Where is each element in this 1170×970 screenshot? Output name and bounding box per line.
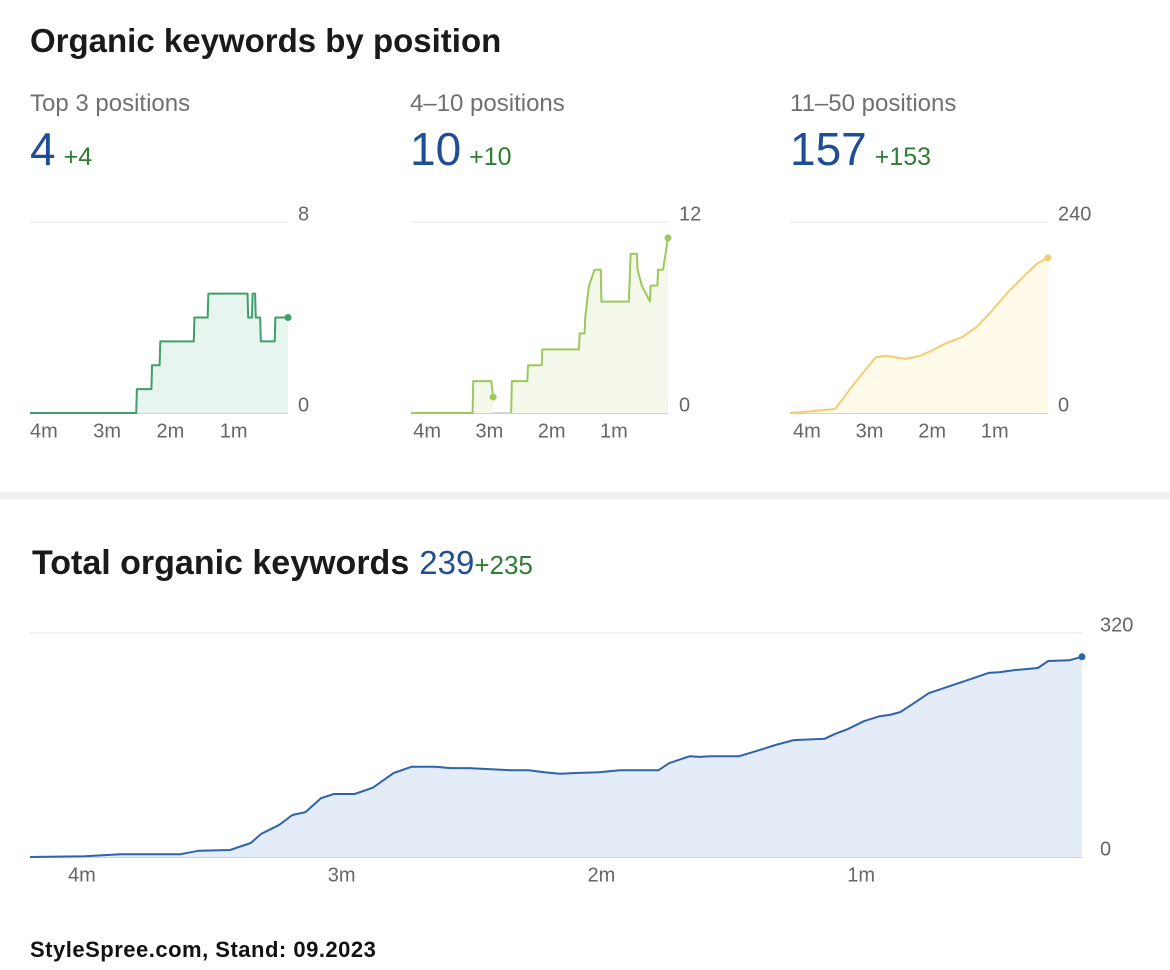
page-title: Organic keywords by position — [30, 22, 502, 59]
line — [30, 292, 288, 414]
panel-title: 11–50 positions — [790, 90, 957, 117]
line — [789, 256, 1049, 414]
panel-total: 10 — [410, 123, 462, 175]
x-tick-label: 4m — [30, 420, 58, 442]
end-dot — [489, 393, 497, 401]
panel-total: 4 — [30, 123, 56, 175]
panel-value-row: 157 +153 — [790, 122, 956, 176]
panel-value-row: 10 +10 — [410, 122, 565, 176]
y-tick-label: 0 — [298, 394, 309, 416]
x-tick-label: 2m — [588, 864, 616, 886]
end-dot — [1044, 254, 1052, 262]
panel-header: 4–10 positions 10 +10 — [410, 90, 565, 176]
end-dot — [1078, 653, 1086, 661]
x-tick-label: 3m — [93, 420, 121, 442]
x-tick-label: 4m — [68, 864, 96, 886]
footer: StyleSpree.com, Stand: 09.2023 — [30, 937, 377, 962]
panel-total: 157 — [790, 123, 867, 175]
y-tick-label: 8 — [298, 203, 309, 225]
panel-header: Top 3 positions 4 +4 — [30, 90, 190, 176]
panel-value-row: 4 +4 — [30, 122, 190, 176]
end-dot — [664, 234, 672, 242]
line — [29, 655, 1083, 858]
panel-title: Top 3 positions — [30, 90, 191, 117]
x-tick-label: 1m — [600, 420, 628, 442]
x-tick-label: 4m — [793, 420, 821, 442]
x-tick-label: 2m — [918, 420, 946, 442]
y-tick-label: 12 — [679, 203, 701, 225]
x-tick-label: 2m — [156, 420, 184, 442]
area-fill — [30, 656, 1082, 857]
total-value: 239 — [419, 544, 475, 581]
y-tick-label: 320 — [1100, 614, 1133, 636]
x-tick-label: 1m — [981, 420, 1009, 442]
x-tick-label: 2m — [538, 420, 566, 442]
x-tick-label: 3m — [328, 864, 356, 886]
panel-change: +10 — [469, 143, 512, 171]
area-fill — [411, 237, 668, 413]
panel-change: +153 — [874, 143, 932, 171]
panel-title: 4–10 positions — [410, 90, 565, 117]
x-tick-label: 3m — [856, 420, 884, 442]
area-fill — [30, 293, 288, 413]
x-tick-label: 1m — [847, 864, 875, 886]
panel-change: +4 — [63, 143, 93, 171]
area-fill — [790, 257, 1048, 413]
total-change: +235 — [474, 550, 533, 580]
panel-header: 11–50 positions 157 +153 — [790, 90, 956, 176]
x-tick-label: 1m — [220, 420, 248, 442]
x-tick-label: 4m — [413, 420, 441, 442]
y-tick-label: 0 — [1100, 838, 1111, 860]
line — [411, 237, 669, 414]
y-tick-label: 240 — [1058, 203, 1091, 225]
x-tick-label: 3m — [476, 420, 504, 442]
y-tick-label: 0 — [1058, 394, 1069, 416]
y-tick-label: 0 — [679, 394, 690, 416]
separator — [0, 492, 1170, 499]
total-title: Total organic keywords — [32, 544, 410, 582]
end-dot — [284, 314, 292, 321]
total-header: Total organic keywords 239+235 — [32, 544, 533, 583]
